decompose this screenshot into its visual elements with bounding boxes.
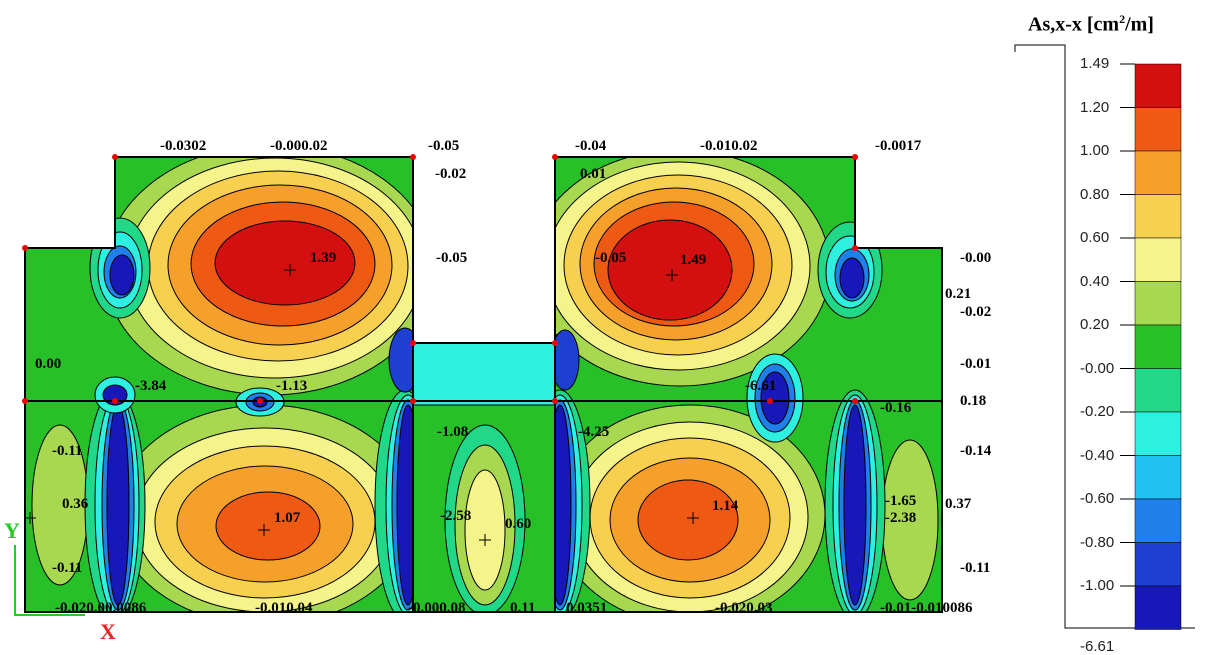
legend-level-label: -0.80 <box>1080 533 1115 551</box>
legend-swatch <box>1134 411 1182 456</box>
legend-level-label: 0.20 <box>1080 316 1110 333</box>
legend-swatch <box>1134 368 1182 413</box>
extremum-markers <box>24 264 699 546</box>
svg-text:-0.02: -0.02 <box>435 166 466 182</box>
legend-level-label: -0.00 <box>1080 359 1115 377</box>
legend-level-label: -0.40 <box>1080 446 1115 464</box>
middle-strip-contours <box>413 343 555 612</box>
svg-text:-0.01: -0.01 <box>960 356 991 372</box>
legend-title: As,x-x [cm2/m] <box>1028 12 1154 36</box>
svg-text:-0.05: -0.05 <box>595 250 626 266</box>
left-slab-contours <box>25 157 413 612</box>
legend-swatch <box>1134 542 1182 587</box>
svg-text:-0.04: -0.04 <box>575 138 607 154</box>
svg-text:-1.13: -1.13 <box>276 378 307 394</box>
contour-plot: 1.39 1.49 1.07 1.14 0.60 0.36 0.37 -0.05… <box>4 44 1195 639</box>
legend-color-bar <box>1120 63 1182 630</box>
legend-level-label: 1.20 <box>1080 98 1110 116</box>
svg-text:-0.000.08: -0.000.08 <box>408 600 466 616</box>
svg-text:-0.010.04: -0.010.04 <box>255 600 313 616</box>
legend-swatch <box>1134 324 1182 369</box>
label-peak-top-right: 1.49 <box>680 252 706 268</box>
legend-level-label: -1.00 <box>1080 577 1115 594</box>
svg-text:-1.08: -1.08 <box>437 424 468 440</box>
label-peak-top-left: 1.39 <box>310 250 336 266</box>
legend-level-label: -0.60 <box>1080 490 1115 507</box>
svg-text:-2.58: -2.58 <box>440 508 471 524</box>
svg-text:0.21: 0.21 <box>945 286 971 302</box>
svg-text:-0.020.03: -0.020.03 <box>715 600 773 616</box>
svg-text:-0.16: -0.16 <box>880 400 912 416</box>
svg-text:0.11: 0.11 <box>510 600 535 616</box>
contour-labels: 1.39 1.49 1.07 1.14 0.60 0.36 0.37 -0.05… <box>35 138 992 616</box>
svg-text:-0.01-0.010086: -0.01-0.010086 <box>880 600 973 616</box>
legend-level-label: 0.60 <box>1080 229 1110 246</box>
svg-text:-0.020.00.0086: -0.020.00.0086 <box>55 600 147 616</box>
svg-text:-0.11: -0.11 <box>960 560 990 576</box>
axis-indicator: Y X <box>4 518 116 639</box>
svg-text:-0.05: -0.05 <box>428 138 459 154</box>
legend-swatch <box>1134 194 1182 239</box>
svg-text:-0.05: -0.05 <box>436 250 467 266</box>
legend-level-label: 0.40 <box>1080 272 1110 290</box>
svg-text:-0.02: -0.02 <box>960 304 991 320</box>
axis-x-label: X <box>100 619 116 639</box>
legend-level-label: 1.49 <box>1080 55 1110 72</box>
support-points <box>22 154 858 404</box>
legend-level-label: -0.20 <box>1080 403 1115 420</box>
svg-text:-0.11: -0.11 <box>52 560 82 576</box>
svg-text:-1.65: -1.65 <box>885 493 916 509</box>
label-right-edge: 0.37 <box>945 496 972 512</box>
legend-level-label: -6.61 <box>1080 637 1115 655</box>
legend-level-label: 0.80 <box>1080 185 1110 203</box>
label-left-edge: 0.36 <box>62 496 89 512</box>
legend-swatch <box>1134 498 1182 543</box>
svg-text:-0.010.02: -0.010.02 <box>700 138 758 154</box>
legend-swatch <box>1134 585 1182 630</box>
svg-text:-0.000.02: -0.000.02 <box>270 138 328 154</box>
svg-text:-3.84: -3.84 <box>135 378 167 394</box>
svg-text:-0.0017: -0.0017 <box>875 138 922 154</box>
legend-swatch <box>1134 281 1182 326</box>
svg-text:-6.61: -6.61 <box>745 378 776 394</box>
legend-swatch <box>1134 63 1182 108</box>
right-slab-contours <box>555 157 942 612</box>
legend-swatch <box>1134 237 1182 282</box>
legend-swatch <box>1134 455 1182 500</box>
svg-text:-4.25: -4.25 <box>578 424 609 440</box>
axis-y-label: Y <box>4 518 20 543</box>
svg-text:0.00: 0.00 <box>35 356 61 372</box>
svg-text:-0.11: -0.11 <box>52 443 82 459</box>
legend-swatch <box>1134 107 1182 152</box>
legend-swatch <box>1134 150 1182 195</box>
label-peak-bottom-right: 1.14 <box>712 498 739 514</box>
svg-text:-0.00: -0.00 <box>960 250 991 266</box>
svg-text:0.01: 0.01 <box>580 166 606 182</box>
svg-text:0.0351: 0.0351 <box>566 600 607 616</box>
label-mid-center: 0.60 <box>505 516 531 532</box>
svg-text:-2.38: -2.38 <box>885 510 916 526</box>
svg-text:-0.0302: -0.0302 <box>160 138 206 154</box>
svg-text:0.18: 0.18 <box>960 393 986 409</box>
svg-text:-0.14: -0.14 <box>960 443 992 459</box>
label-peak-bottom-left: 1.07 <box>274 510 301 526</box>
legend-level-label: 1.00 <box>1080 142 1110 159</box>
